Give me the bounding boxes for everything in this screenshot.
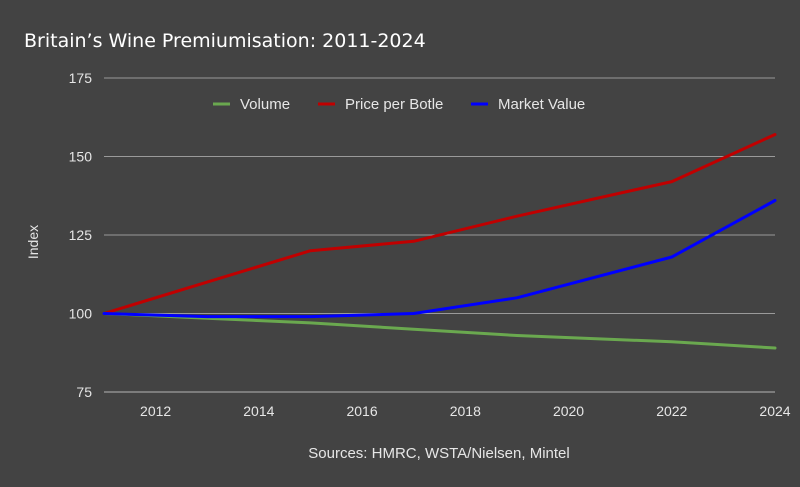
source-note: Sources: HMRC, WSTA/Nielsen, Mintel — [308, 445, 569, 462]
x-tick-label: 2020 — [553, 403, 584, 419]
y-tick-label: 150 — [69, 149, 93, 165]
y-tick-label: 125 — [69, 227, 93, 243]
x-tick-label: 2012 — [140, 403, 171, 419]
x-tick-label: 2024 — [759, 403, 790, 419]
x-axis-ticks: 2012 2014 2016 2018 2020 2022 2024 — [140, 403, 791, 419]
legend-label: Price per Botle — [345, 96, 443, 113]
series-line-price-per-botle — [102, 133, 777, 315]
y-axis-ticks: 75 100 125 150 175 — [69, 70, 93, 400]
x-tick-label: 2018 — [450, 403, 481, 419]
x-tick-label: 2022 — [656, 403, 687, 419]
series-line-volume — [102, 312, 777, 350]
legend: Volume Price per Botle Market Value — [213, 96, 585, 113]
legend-label: Market Value — [498, 96, 585, 113]
x-tick-label: 2016 — [346, 403, 377, 419]
y-tick-label: 75 — [76, 384, 92, 400]
series-line-market-value — [102, 199, 777, 319]
y-tick-label: 100 — [69, 306, 93, 322]
y-tick-label: 175 — [69, 70, 93, 86]
series-lines — [102, 133, 777, 350]
legend-label: Volume — [240, 96, 290, 113]
chart-title: Britain’s Wine Premiumisation: 2011-2024 — [24, 30, 426, 52]
y-axis-label: Index — [25, 225, 41, 259]
x-tick-label: 2014 — [243, 403, 274, 419]
